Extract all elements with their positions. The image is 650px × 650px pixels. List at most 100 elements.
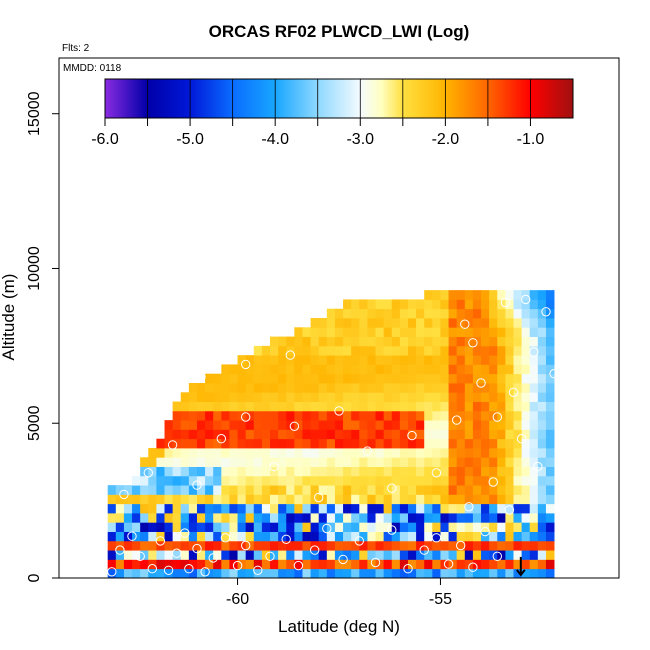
heatmap-cell xyxy=(383,392,393,402)
heatmap-cell xyxy=(237,485,247,495)
heatmap-cell xyxy=(188,531,198,542)
heatmap-cell xyxy=(221,475,230,486)
heatmap-cell xyxy=(383,373,393,384)
date-note: MMDD: 0118 xyxy=(63,63,122,74)
heatmap-cell xyxy=(375,550,385,560)
heatmap-cell xyxy=(407,327,417,337)
heatmap-cell xyxy=(359,568,368,579)
heatmap-cell xyxy=(318,392,328,402)
heatmap-cell xyxy=(432,531,441,542)
heatmap-cell xyxy=(464,364,474,375)
heatmap-cell xyxy=(205,522,214,532)
heatmap-cell xyxy=(278,373,287,384)
heatmap-cell xyxy=(326,383,336,393)
heatmap-cell xyxy=(481,568,490,579)
heatmap-cell xyxy=(391,475,401,486)
heatmap-cell xyxy=(391,438,401,449)
observation-point xyxy=(476,378,486,388)
heatmap-cell xyxy=(416,457,425,467)
heatmap-cell xyxy=(123,540,133,551)
heatmap-cell xyxy=(270,568,279,579)
heatmap-cell xyxy=(521,383,531,393)
heatmap-cell xyxy=(472,540,482,551)
heatmap-cell xyxy=(545,355,555,365)
heatmap-cell xyxy=(521,540,531,551)
heatmap-cell xyxy=(424,355,433,365)
heatmap-cell xyxy=(221,550,230,560)
heatmap-cell xyxy=(172,540,182,551)
observation-point xyxy=(362,446,373,456)
heatmap-cell xyxy=(545,345,555,356)
heatmap-cell xyxy=(399,503,409,514)
heatmap-cell xyxy=(537,364,547,375)
heatmap-cell xyxy=(164,475,174,486)
heatmap-cell xyxy=(237,513,247,523)
heatmap-cell xyxy=(448,550,458,560)
heatmap-cell xyxy=(278,364,287,375)
heatmap-cell xyxy=(407,513,417,523)
heatmap-cell xyxy=(196,448,206,458)
heatmap-cell xyxy=(383,448,393,458)
heatmap-cell xyxy=(497,420,506,430)
heatmap-cell xyxy=(180,410,190,421)
observation-point xyxy=(220,533,231,543)
heatmap-cell xyxy=(375,540,385,551)
heatmap-cell xyxy=(399,429,409,440)
heatmap-cell xyxy=(278,559,287,570)
heatmap-cell xyxy=(302,494,311,505)
heatmap-cell xyxy=(424,290,433,300)
heatmap-cell xyxy=(229,429,238,440)
heatmap-cell xyxy=(351,327,360,337)
heatmap-cell xyxy=(497,485,506,495)
observation-point xyxy=(269,461,279,472)
heatmap-cell xyxy=(310,503,320,514)
heatmap-cell xyxy=(424,531,433,542)
heatmap-cell xyxy=(253,513,263,523)
observation-point xyxy=(464,502,474,512)
heatmap-cell xyxy=(164,448,174,458)
heatmap-cell xyxy=(261,503,271,514)
heatmap-cell xyxy=(359,429,368,440)
heatmap-cell xyxy=(107,531,117,542)
heatmap-cell xyxy=(140,485,149,495)
x-axis-ticks: -60 -55 xyxy=(226,578,452,608)
heatmap-cell xyxy=(375,299,385,310)
heatmap-cell xyxy=(375,420,385,430)
heatmap-cell xyxy=(278,383,287,393)
heatmap-cell xyxy=(326,318,336,328)
heatmap-cell xyxy=(407,336,417,347)
observation-point xyxy=(516,434,527,444)
heatmap-cell xyxy=(521,494,531,505)
heatmap-cell xyxy=(505,503,514,514)
heatmap-cell xyxy=(407,299,417,310)
heatmap-cell xyxy=(270,494,279,505)
heatmap-cell xyxy=(383,531,393,542)
heatmap-cell xyxy=(481,336,490,347)
heatmap-cell xyxy=(448,308,458,319)
heatmap-cell xyxy=(359,383,368,393)
observation-point xyxy=(549,369,559,379)
heatmap-cell xyxy=(278,503,287,514)
heatmap-cell xyxy=(278,401,287,412)
heatmap-cell xyxy=(464,327,474,337)
heatmap-cell xyxy=(294,568,303,579)
heatmap-cell xyxy=(343,466,352,477)
observation-point xyxy=(508,387,519,397)
heatmap-cell xyxy=(302,383,311,393)
heatmap-cell xyxy=(472,485,482,495)
heatmap-cell xyxy=(302,475,311,486)
heatmap-cell xyxy=(521,485,531,495)
heatmap-cell xyxy=(221,531,230,542)
heatmap-cell xyxy=(521,466,531,477)
heatmap-cell xyxy=(416,308,425,319)
heatmap-cell xyxy=(188,410,198,421)
colorbar-tick-label: -2.0 xyxy=(432,131,460,148)
heatmap-cell xyxy=(188,383,198,393)
heatmap-cell xyxy=(253,475,263,486)
heatmap-cell xyxy=(196,438,206,449)
heatmap-cell xyxy=(245,550,255,560)
heatmap-cell xyxy=(481,345,490,356)
y-tick-label: 0 xyxy=(26,573,43,582)
heatmap-cell xyxy=(448,503,458,514)
heatmap-cell xyxy=(489,290,498,300)
